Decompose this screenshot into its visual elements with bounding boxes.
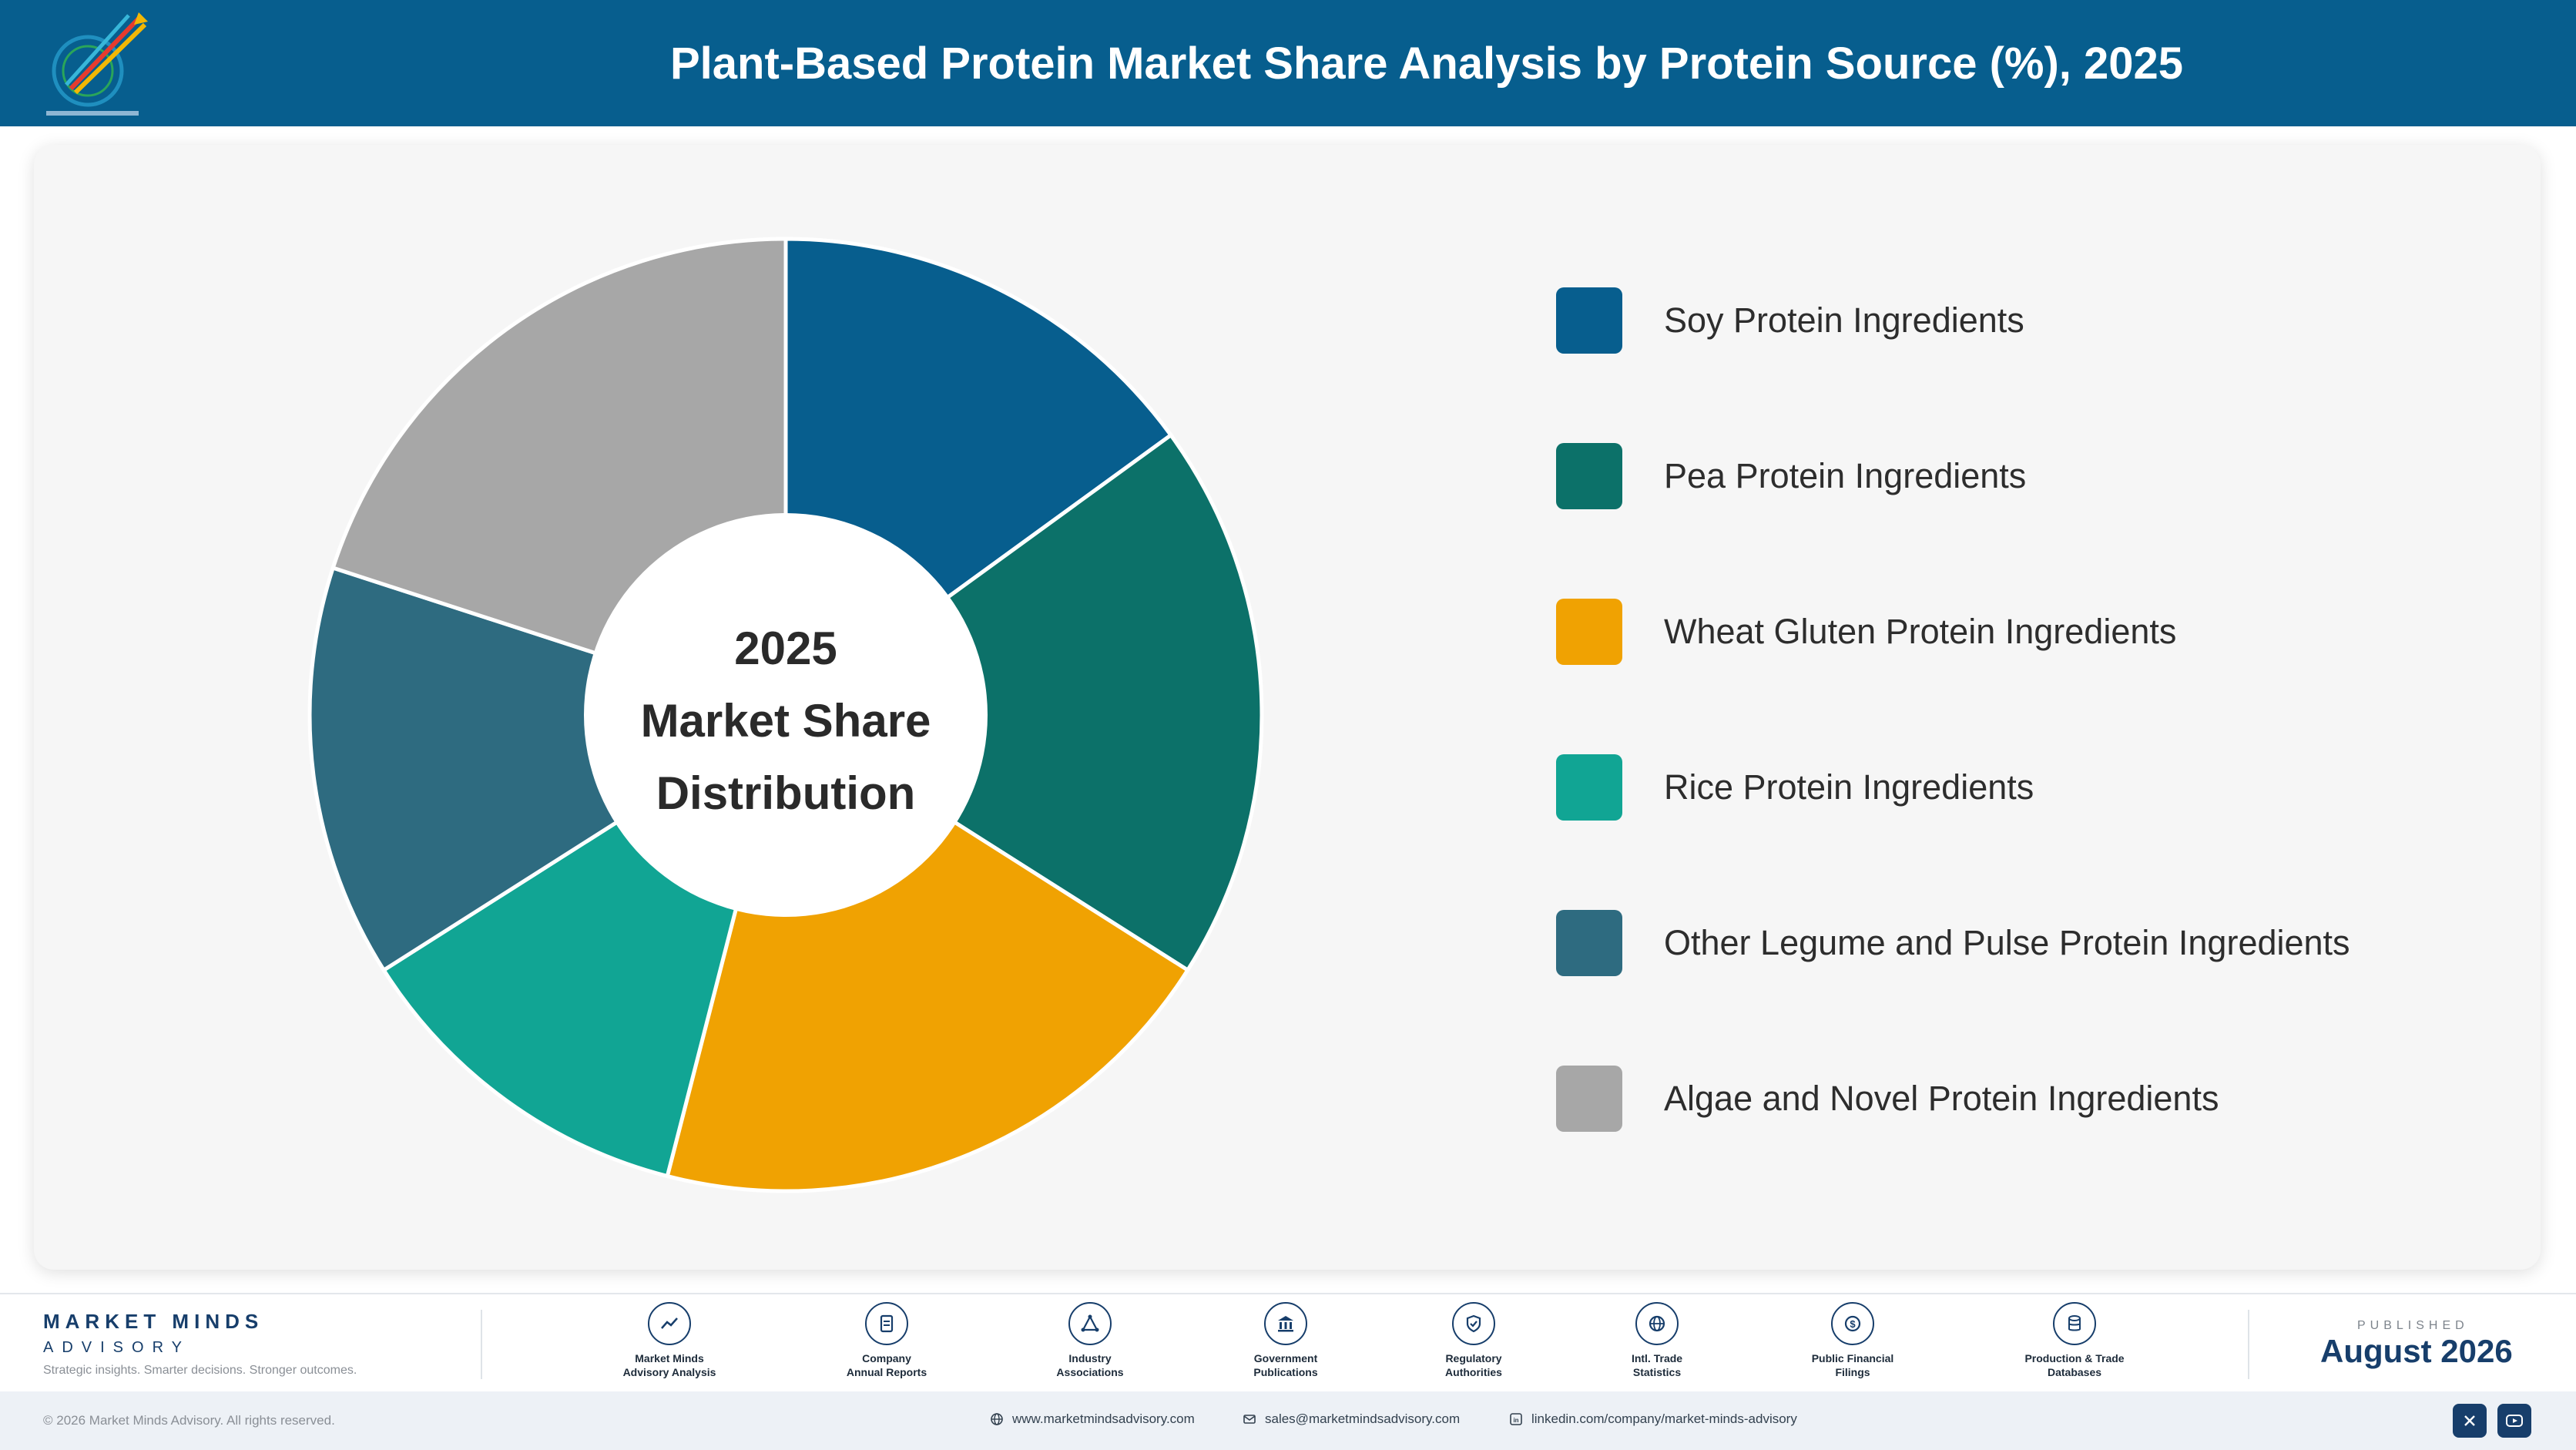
donut-hole [584,513,988,917]
source-label: Production & Trade Databases [2024,1352,2125,1378]
legend-label: Soy Protein Ingredients [1664,300,2024,340]
market-minds-logo [46,12,148,116]
legend-label: Algae and Novel Protein Ingredients [1664,1079,2219,1118]
legend-swatch [1556,754,1622,821]
legend-item: Rice Protein Ingredients [1556,754,2350,821]
legend-label: Other Legume and Pulse Protein Ingredien… [1664,923,2350,962]
divider [481,1310,482,1379]
x-icon [2464,1415,2475,1426]
footer-contact-bar: © 2026 Market Minds Advisory. All rights… [0,1391,2576,1450]
linkedin-link[interactable]: in linkedin.com/company/market-minds-adv… [1508,1411,1797,1427]
source-label: Regulatory Authorities [1445,1352,1502,1378]
legend-swatch [1556,599,1622,665]
globe-icon [1635,1302,1679,1345]
center-label-line-2: Market Share [641,695,931,747]
source-public-financial-filings: $ Public Financial Filings [1764,1302,1941,1379]
legend-swatch [1556,910,1622,976]
x-social-button[interactable] [2453,1404,2487,1438]
legend-swatch [1556,1066,1622,1132]
dollar-coin-icon: $ [1831,1302,1874,1345]
pie-slice-other-legume-and-pulse-protein-ingredients [307,565,790,973]
mail-icon [1243,1415,1256,1424]
website-text: www.marketmindsadvisory.com [1012,1411,1195,1426]
legend-label: Wheat Gluten Protein Ingredients [1664,612,2177,651]
published-label: PUBLISHED [2357,1319,2469,1332]
chart-legend: Soy Protein Ingredients Pea Protein Ingr… [1556,287,2350,1220]
brand-subtitle: ADVISORY [43,1339,190,1356]
published-date: August 2026 [2320,1333,2513,1369]
linkedin-icon: in [1510,1413,1522,1425]
trend-chart-icon [648,1302,691,1345]
shield-check-icon [1452,1302,1495,1345]
legend-swatch [1556,287,1622,354]
legend-item: Wheat Gluten Protein Ingredients [1556,598,2350,666]
legend-item: Soy Protein Ingredients [1556,287,2350,354]
source-market-minds-analysis: Market Minds Advisory Analysis [581,1302,758,1379]
source-industry-associations: Industry Associations [1001,1302,1179,1379]
source-intl-trade-statistics: Intl. Trade Statistics [1568,1302,1746,1379]
source-label: Government Publications [1253,1352,1318,1378]
legend-label: Pea Protein Ingredients [1664,456,2027,495]
website-link[interactable]: www.marketmindsadvisory.com [989,1411,1195,1427]
source-label: Intl. Trade Statistics [1631,1352,1683,1378]
footer-sources-bar: MARKET MINDS ADVISORY Strategic insights… [0,1293,2576,1391]
legend-item: Algae and Novel Protein Ingredients [1556,1065,2350,1133]
source-label: Company Annual Reports [846,1352,927,1378]
header-bar: Plant-Based Protein Market Share Analysi… [0,0,2576,126]
youtube-icon [2506,1415,2523,1427]
donut-chart: 2025 Market Share Distribution [307,237,1264,1193]
source-label: Industry Associations [1056,1352,1124,1378]
brand-name: MARKET MINDS [43,1310,264,1333]
legend-swatch [1556,443,1622,509]
linkedin-text: linkedin.com/company/market-minds-adviso… [1531,1411,1797,1426]
email-link[interactable]: sales@marketmindsadvisory.com [1242,1411,1460,1427]
source-government-publications: Government Publications [1197,1302,1374,1379]
legend-label: Rice Protein Ingredients [1664,767,2034,807]
youtube-social-button[interactable] [2497,1404,2531,1438]
source-regulatory-authorities: Regulatory Authorities [1385,1302,1562,1379]
center-label-line-3: Distribution [656,767,916,819]
document-icon [865,1302,908,1345]
legend-item: Other Legume and Pulse Protein Ingredien… [1556,909,2350,977]
source-company-annual-reports: Company Annual Reports [798,1302,975,1379]
divider [2248,1310,2249,1379]
globe-icon [991,1413,1003,1425]
source-label: Public Financial Filings [1811,1352,1894,1378]
source-production-trade-databases: Production & Trade Databases [1986,1302,2163,1379]
email-text: sales@marketmindsadvisory.com [1265,1411,1461,1426]
network-icon [1068,1302,1112,1345]
copyright-text: © 2026 Market Minds Advisory. All rights… [43,1413,335,1428]
center-label-year: 2025 [734,623,837,674]
brand-tagline: Strategic insights. Smarter decisions. S… [43,1364,357,1377]
government-building-icon [1264,1302,1307,1345]
database-icon [2053,1302,2096,1345]
source-label: Market Minds Advisory Analysis [622,1352,716,1378]
legend-item: Pea Protein Ingredients [1556,442,2350,510]
chart-title: Plant-Based Protein Market Share Analysi… [669,38,2184,89]
svg-text:in: in [1513,1417,1518,1424]
pie-slice-pea-protein-ingredients [782,432,1264,973]
svg-text:$: $ [1850,1318,1856,1330]
